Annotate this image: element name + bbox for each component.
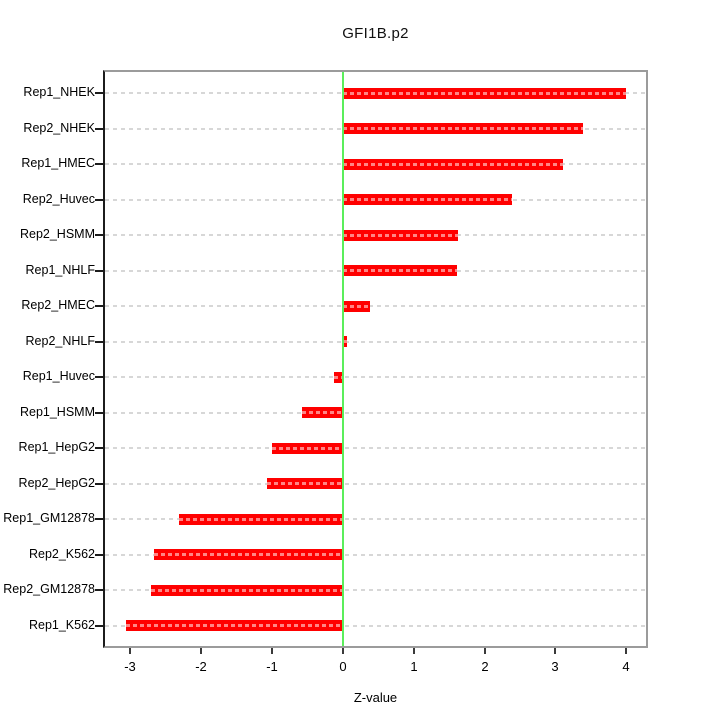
y-label-rep2-gm12878: Rep2_GM12878 [3, 582, 95, 596]
y-tick-rep2-hepg2 [95, 483, 103, 485]
grid-line-rep1-hsmm [105, 412, 646, 414]
y-tick-rep1-nhlf [95, 270, 103, 272]
x-tick-2 [484, 648, 486, 654]
x-tick--3 [129, 648, 131, 654]
bar-rep1-k562 [126, 620, 343, 631]
y-label-rep1-huvec: Rep1_Huvec [22, 369, 95, 383]
y-label-rep1-nhlf: Rep1_NHLF [25, 263, 95, 277]
zero-reference-line [342, 72, 344, 646]
x-tick--2 [200, 648, 202, 654]
bar-rep2-nhek [343, 123, 583, 134]
grid-line-rep2-hepg2 [105, 483, 646, 485]
bar-rep1-nhlf [343, 265, 457, 276]
y-label-rep2-nhek: Rep2_NHEK [23, 121, 95, 135]
bar-stripe-rep1-huvec [334, 376, 343, 379]
y-tick-rep2-hsmm [95, 234, 103, 236]
y-label-rep1-nhek: Rep1_NHEK [23, 85, 95, 99]
y-label-rep1-hepg2: Rep1_HepG2 [18, 440, 95, 454]
bar-stripe-rep1-k562 [126, 624, 343, 627]
x-tick-label--2: -2 [195, 659, 207, 674]
bar-stripe-rep1-hsmm [302, 411, 343, 414]
y-tick-rep2-nhek [95, 128, 103, 130]
bar-rep2-gm12878 [151, 585, 343, 596]
y-tick-rep1-k562 [95, 625, 103, 627]
x-tick-3 [554, 648, 556, 654]
bar-rep2-huvec [343, 194, 512, 205]
bar-stripe-rep1-gm12878 [179, 518, 343, 521]
bar-stripe-rep2-nhlf [343, 340, 347, 343]
bar-stripe-rep2-hmec [343, 305, 370, 308]
grid-line-rep2-k562 [105, 554, 646, 556]
bar-rep1-gm12878 [179, 514, 343, 525]
bar-rep2-hepg2 [267, 478, 343, 489]
bar-stripe-rep2-hsmm [343, 234, 458, 237]
y-tick-rep2-gm12878 [95, 589, 103, 591]
y-tick-rep2-hmec [95, 305, 103, 307]
x-tick-label-3: 3 [551, 659, 559, 674]
grid-line-rep1-k562 [105, 625, 646, 627]
y-label-rep2-hepg2: Rep2_HepG2 [18, 476, 95, 490]
bar-stripe-rep2-huvec [343, 198, 512, 201]
bar-rep1-huvec [334, 372, 343, 383]
chart-title: GFI1B.p2 [342, 25, 409, 42]
grid-line-rep2-gm12878 [105, 589, 646, 591]
x-axis-title: Z-value [353, 690, 398, 705]
x-tick-0 [342, 648, 344, 654]
y-tick-rep1-hepg2 [95, 447, 103, 449]
grid-line-rep2-nhlf [105, 341, 646, 343]
y-label-rep1-k562: Rep1_K562 [28, 618, 95, 632]
x-tick-4 [625, 648, 627, 654]
y-tick-rep1-hmec [95, 163, 103, 165]
bar-rep1-hepg2 [272, 443, 343, 454]
bar-rep2-hmec [343, 301, 370, 312]
bar-stripe-rep1-nhek [343, 92, 626, 95]
x-tick--1 [271, 648, 273, 654]
x-tick-label-0: 0 [339, 659, 347, 674]
bar-stripe-rep1-nhlf [343, 269, 457, 272]
plot-area [95, 70, 648, 648]
y-tick-rep1-hsmm [95, 412, 103, 414]
y-tick-rep2-nhlf [95, 341, 103, 343]
x-tick-1 [413, 648, 415, 654]
y-label-rep1-hsmm: Rep1_HSMM [19, 405, 95, 419]
bar-rep1-hmec [343, 159, 563, 170]
bar-rep2-hsmm [343, 230, 458, 241]
grid-line-rep1-hepg2 [105, 447, 646, 449]
x-tick-label-1: 1 [410, 659, 418, 674]
bar-stripe-rep2-k562 [154, 553, 343, 556]
y-tick-rep1-nhek [95, 92, 103, 94]
x-tick-label--3: -3 [124, 659, 136, 674]
y-label-rep2-nhlf: Rep2_NHLF [25, 334, 95, 348]
x-tick-label-2: 2 [481, 659, 489, 674]
x-tick-label-4: 4 [622, 659, 630, 674]
y-tick-rep2-huvec [95, 199, 103, 201]
y-tick-rep1-huvec [95, 376, 103, 378]
y-label-rep1-gm12878: Rep1_GM12878 [3, 511, 95, 525]
grid-line-rep2-hmec [105, 305, 646, 307]
bar-stripe-rep2-hepg2 [267, 482, 343, 485]
bar-rep1-nhek [343, 88, 626, 99]
bar-stripe-rep1-hmec [343, 163, 563, 166]
y-label-rep2-hsmm: Rep2_HSMM [19, 227, 95, 241]
y-label-rep2-k562: Rep2_K562 [28, 547, 95, 561]
y-tick-rep1-gm12878 [95, 518, 103, 520]
bar-rep2-nhlf [343, 336, 347, 347]
grid-line-rep1-huvec [105, 376, 646, 378]
grid-line-rep1-gm12878 [105, 518, 646, 520]
bar-rep1-hsmm [302, 407, 343, 418]
y-label-rep2-hmec: Rep2_HMEC [21, 298, 95, 312]
bar-stripe-rep2-nhek [343, 127, 583, 130]
bar-rep2-k562 [154, 549, 343, 560]
y-label-rep2-huvec: Rep2_Huvec [22, 192, 95, 206]
x-tick-label--1: -1 [266, 659, 278, 674]
y-label-rep1-hmec: Rep1_HMEC [21, 156, 95, 170]
bar-stripe-rep1-hepg2 [272, 447, 343, 450]
bar-stripe-rep2-gm12878 [151, 589, 343, 592]
y-tick-rep2-k562 [95, 554, 103, 556]
